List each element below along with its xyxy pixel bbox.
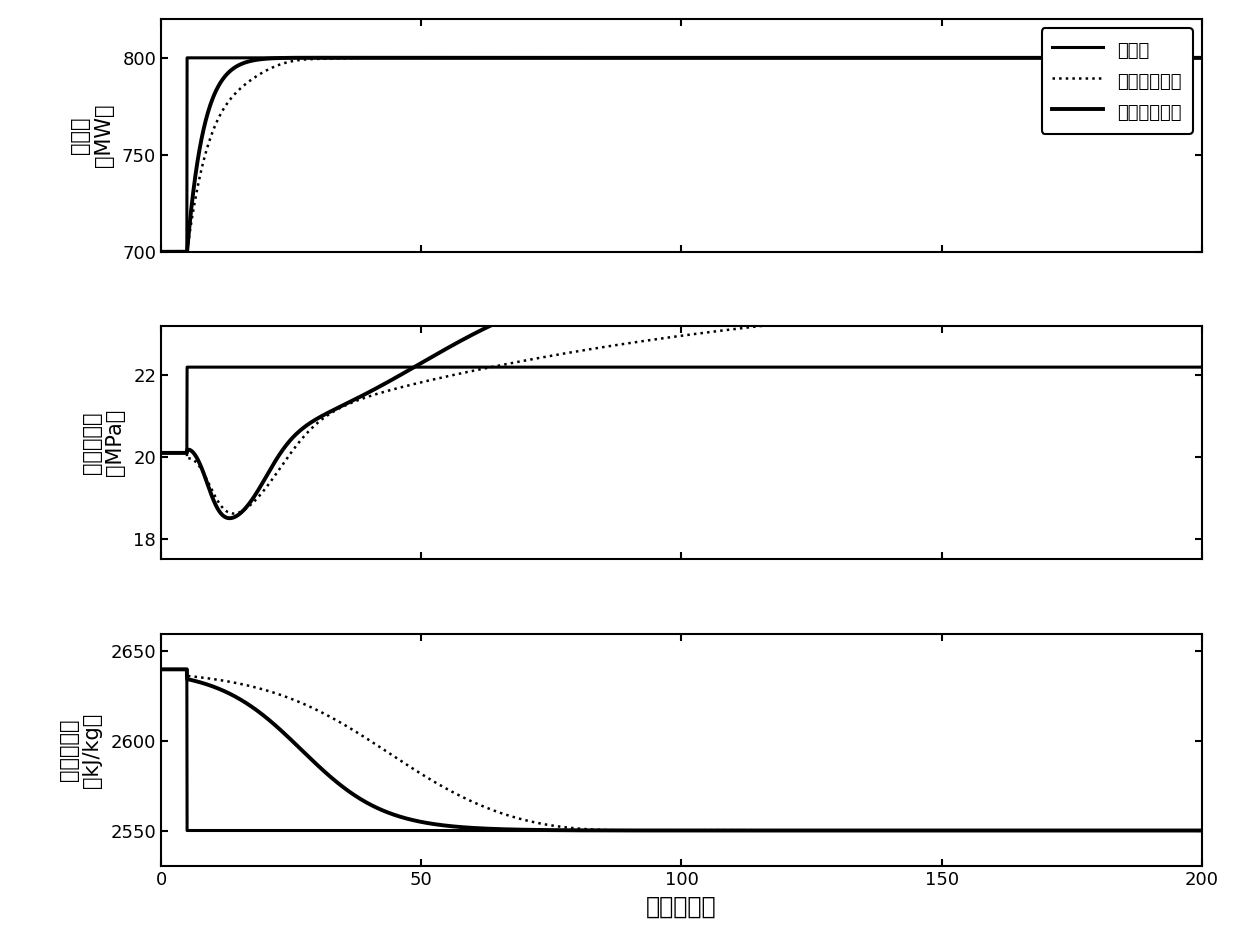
滑模预测控制 bbox=[600, 52, 615, 64]
滑模预测控制 bbox=[1194, 52, 1209, 64]
模型预测控制 bbox=[154, 247, 169, 258]
模型预测控制 bbox=[387, 51, 401, 63]
Line: 滑模预测控制: 滑模预测控制 bbox=[161, 58, 1202, 252]
模型预测控制 bbox=[909, 52, 924, 64]
设定值 bbox=[1162, 52, 1177, 64]
设定值 bbox=[591, 52, 606, 64]
设定值 bbox=[648, 52, 663, 64]
Y-axis label: 电功率
（MW）: 电功率 （MW） bbox=[71, 104, 114, 168]
滑模预测控制 bbox=[909, 52, 924, 64]
设定值 bbox=[1111, 52, 1126, 64]
设定值 bbox=[154, 247, 169, 258]
设定值 bbox=[909, 52, 924, 64]
Legend: 设定值, 模型预测控制, 滑模预测控制: 设定值, 模型预测控制, 滑模预测控制 bbox=[1042, 28, 1193, 134]
X-axis label: 时间（秒）: 时间（秒） bbox=[646, 895, 717, 919]
模型预测控制 bbox=[648, 51, 663, 63]
设定值 bbox=[600, 52, 615, 64]
模型预测控制 bbox=[591, 51, 606, 63]
Line: 设定值: 设定值 bbox=[161, 58, 1202, 252]
滑模预测控制 bbox=[1111, 52, 1126, 64]
模型预测控制 bbox=[600, 51, 615, 63]
模型预测控制 bbox=[1194, 52, 1209, 64]
设定值 bbox=[1194, 52, 1209, 64]
滑模预测控制 bbox=[302, 52, 317, 64]
设定值 bbox=[180, 52, 195, 64]
模型预测控制 bbox=[1162, 52, 1177, 64]
Y-axis label: 中间点比熵
（kJ/kg）: 中间点比熵 （kJ/kg） bbox=[59, 712, 102, 787]
模型预测控制 bbox=[1111, 52, 1126, 64]
Y-axis label: 主蔓汽压力
（MPa）: 主蔓汽压力 （MPa） bbox=[82, 409, 125, 476]
Line: 模型预测控制: 模型预测控制 bbox=[161, 57, 1202, 252]
滑模预测控制 bbox=[154, 247, 169, 258]
滑模预测控制 bbox=[1162, 52, 1177, 64]
滑模预测控制 bbox=[648, 52, 663, 64]
滑模预测控制 bbox=[591, 52, 606, 64]
